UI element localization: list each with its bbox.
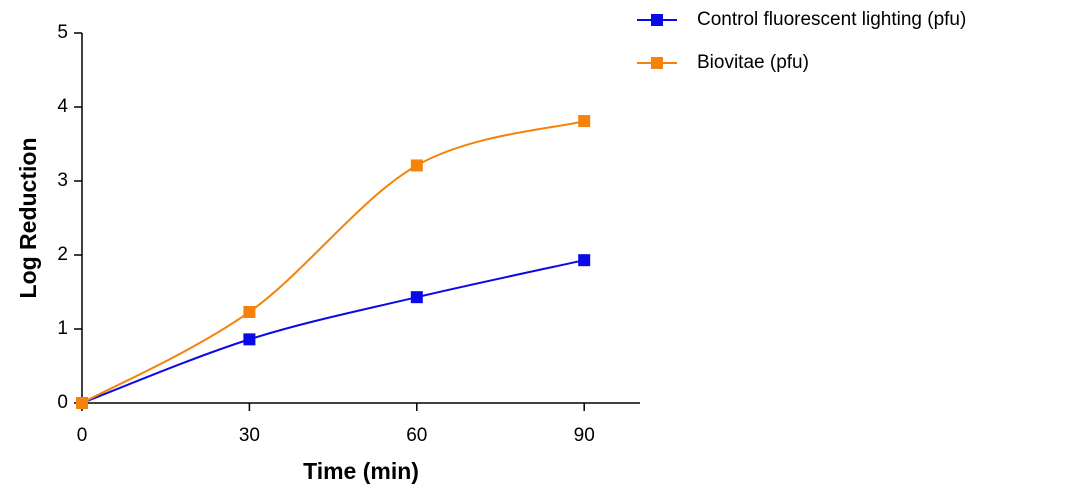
x-tick-label: 0 bbox=[77, 425, 88, 446]
y-tick-label: 3 bbox=[57, 170, 68, 191]
data-point bbox=[76, 397, 88, 409]
y-tick-label: 5 bbox=[57, 22, 68, 43]
y-axis-title: Log Reduction bbox=[15, 138, 41, 299]
x-axis-title: Time (min) bbox=[303, 458, 419, 484]
data-point bbox=[410, 159, 423, 172]
data-point bbox=[578, 254, 591, 267]
data-point bbox=[410, 291, 423, 304]
y-tick-label: 4 bbox=[57, 96, 68, 117]
data-point bbox=[243, 305, 256, 318]
x-tick-label: 90 bbox=[574, 425, 595, 446]
legend-marker bbox=[651, 57, 663, 69]
y-tick-label: 0 bbox=[57, 392, 68, 413]
series-line bbox=[81, 120, 585, 404]
y-tick-label: 1 bbox=[57, 318, 68, 339]
legend-marker bbox=[651, 14, 663, 26]
data-point bbox=[243, 333, 256, 346]
x-tick-label: 60 bbox=[406, 425, 427, 446]
data-point bbox=[578, 115, 591, 128]
series-line bbox=[81, 259, 585, 404]
y-tick-label: 2 bbox=[57, 244, 68, 265]
x-tick-label: 30 bbox=[239, 425, 260, 446]
legend-label: Biovitae (pfu) bbox=[697, 52, 809, 73]
legend-label: Control fluorescent lighting (pfu) bbox=[697, 9, 966, 30]
